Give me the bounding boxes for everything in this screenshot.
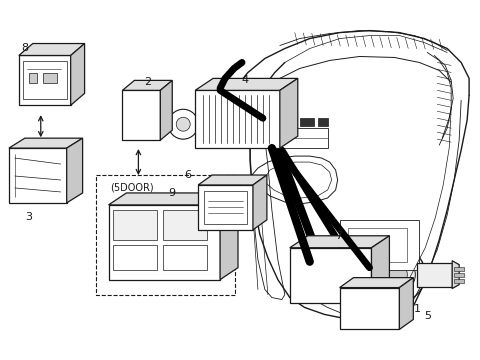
Polygon shape xyxy=(9,148,67,203)
Polygon shape xyxy=(198,175,267,185)
Circle shape xyxy=(387,265,408,285)
Text: 5: 5 xyxy=(424,311,431,321)
Bar xyxy=(348,228,408,262)
Text: 7: 7 xyxy=(335,231,342,241)
Polygon shape xyxy=(122,90,160,140)
Polygon shape xyxy=(280,78,298,148)
Circle shape xyxy=(380,257,415,293)
Polygon shape xyxy=(195,78,298,90)
Bar xyxy=(163,210,207,240)
Polygon shape xyxy=(108,205,220,280)
Polygon shape xyxy=(399,278,413,329)
Text: 1: 1 xyxy=(414,303,421,314)
Circle shape xyxy=(178,243,192,257)
Bar xyxy=(204,191,247,224)
Polygon shape xyxy=(340,278,413,288)
Circle shape xyxy=(168,109,198,139)
Bar xyxy=(113,210,157,240)
Text: 6: 6 xyxy=(185,170,192,180)
Polygon shape xyxy=(340,288,399,329)
Polygon shape xyxy=(452,261,459,289)
Bar xyxy=(268,128,328,148)
Polygon shape xyxy=(315,258,345,285)
Circle shape xyxy=(277,147,283,153)
Polygon shape xyxy=(195,90,280,148)
Text: (5DOOR): (5DOOR) xyxy=(110,183,154,193)
Polygon shape xyxy=(372,236,389,302)
Polygon shape xyxy=(220,193,238,280)
Polygon shape xyxy=(19,44,84,55)
Polygon shape xyxy=(71,44,84,105)
Polygon shape xyxy=(198,185,253,230)
Bar xyxy=(268,118,296,126)
Bar xyxy=(454,267,464,271)
Text: 3: 3 xyxy=(25,212,32,222)
Polygon shape xyxy=(290,236,389,248)
Bar xyxy=(96,175,235,294)
Bar xyxy=(340,220,420,270)
Polygon shape xyxy=(290,248,372,302)
Polygon shape xyxy=(122,80,172,90)
Polygon shape xyxy=(160,80,172,140)
Polygon shape xyxy=(19,55,71,105)
Bar xyxy=(163,245,207,270)
Text: 4: 4 xyxy=(241,75,249,85)
Polygon shape xyxy=(9,138,83,148)
Polygon shape xyxy=(67,138,83,203)
Circle shape xyxy=(370,247,425,302)
Circle shape xyxy=(129,243,143,257)
Bar xyxy=(29,73,37,84)
Bar xyxy=(43,73,57,84)
Text: 9: 9 xyxy=(168,188,176,198)
Polygon shape xyxy=(108,193,238,205)
Text: 2: 2 xyxy=(144,77,151,87)
Text: 8: 8 xyxy=(21,42,28,53)
Bar xyxy=(318,118,328,126)
Bar xyxy=(454,279,464,283)
Bar xyxy=(113,245,157,270)
Circle shape xyxy=(176,117,190,131)
Bar xyxy=(300,118,314,126)
Polygon shape xyxy=(253,175,267,230)
Polygon shape xyxy=(417,263,452,287)
Bar xyxy=(23,62,67,99)
Bar xyxy=(454,273,464,276)
